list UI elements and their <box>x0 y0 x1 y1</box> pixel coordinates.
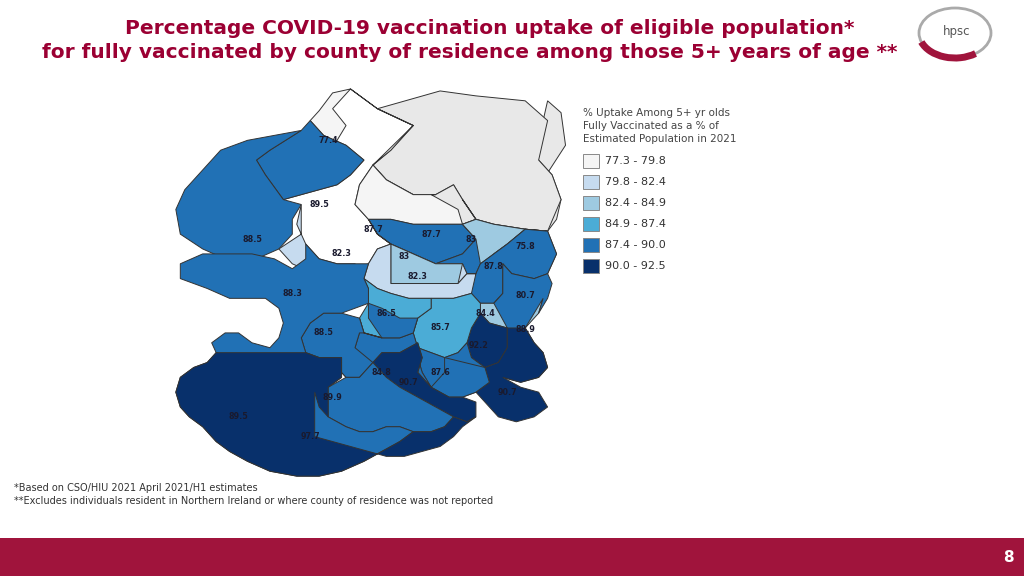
Text: 90.7: 90.7 <box>399 378 419 387</box>
Text: 87.7: 87.7 <box>421 230 441 238</box>
Text: 89.9: 89.9 <box>323 393 342 401</box>
Text: 83: 83 <box>466 234 477 244</box>
Bar <box>583 238 599 252</box>
Polygon shape <box>256 120 364 199</box>
Polygon shape <box>314 362 454 431</box>
Polygon shape <box>494 229 557 279</box>
Text: 80.7: 80.7 <box>515 291 536 300</box>
Polygon shape <box>494 101 565 231</box>
Text: 85.7: 85.7 <box>430 324 450 332</box>
Polygon shape <box>467 313 507 367</box>
Bar <box>583 217 599 231</box>
Text: 90.0 - 92.5: 90.0 - 92.5 <box>605 261 666 271</box>
Polygon shape <box>364 244 480 298</box>
Polygon shape <box>176 130 301 259</box>
Text: 87.6: 87.6 <box>430 368 450 377</box>
Text: 82.3: 82.3 <box>332 249 351 259</box>
Polygon shape <box>463 219 525 264</box>
Text: 83: 83 <box>398 252 410 262</box>
Polygon shape <box>503 264 535 293</box>
Bar <box>583 196 599 210</box>
Bar <box>583 154 599 168</box>
Polygon shape <box>494 264 552 382</box>
Text: 77.4: 77.4 <box>318 136 338 145</box>
Text: Percentage COVID-19 vaccination uptake of eligible population*: Percentage COVID-19 vaccination uptake o… <box>125 20 855 39</box>
Text: 84.8: 84.8 <box>372 368 392 377</box>
Polygon shape <box>476 328 548 422</box>
Text: 88.9: 88.9 <box>515 325 536 335</box>
Text: 92.2: 92.2 <box>469 341 488 350</box>
Bar <box>583 175 599 189</box>
Text: 89.5: 89.5 <box>228 412 249 422</box>
Polygon shape <box>373 91 561 231</box>
Polygon shape <box>373 343 476 422</box>
Polygon shape <box>355 165 476 224</box>
Text: 87.4 - 90.0: 87.4 - 90.0 <box>605 240 666 250</box>
Polygon shape <box>279 204 467 283</box>
Polygon shape <box>176 353 476 476</box>
Polygon shape <box>369 219 476 264</box>
Text: 84.9 - 87.4: 84.9 - 87.4 <box>605 219 666 229</box>
Text: *Based on CSO/HIU 2021 April 2021/H1 estimates: *Based on CSO/HIU 2021 April 2021/H1 est… <box>14 483 258 493</box>
Polygon shape <box>435 199 548 274</box>
Text: 79.8 - 82.4: 79.8 - 82.4 <box>605 177 666 187</box>
Text: 8: 8 <box>1002 550 1014 564</box>
Text: 77.3 - 79.8: 77.3 - 79.8 <box>605 156 666 166</box>
Text: 84.4: 84.4 <box>475 309 495 317</box>
Polygon shape <box>480 264 543 328</box>
Text: hpsc: hpsc <box>943 25 971 37</box>
Polygon shape <box>176 353 414 476</box>
Text: 87.8: 87.8 <box>484 262 504 271</box>
Text: 97.7: 97.7 <box>300 432 321 441</box>
Polygon shape <box>337 318 489 397</box>
Text: 75.8: 75.8 <box>515 242 536 252</box>
Polygon shape <box>301 304 418 377</box>
Polygon shape <box>418 343 489 397</box>
Bar <box>0 538 1024 576</box>
Polygon shape <box>359 279 431 338</box>
Polygon shape <box>180 244 369 377</box>
Text: 87.7: 87.7 <box>364 225 383 234</box>
Text: 86.5: 86.5 <box>377 309 396 317</box>
Text: 89.5: 89.5 <box>309 200 329 209</box>
Text: 90.7: 90.7 <box>498 388 517 397</box>
Text: 88.5: 88.5 <box>242 234 262 244</box>
Polygon shape <box>467 229 557 304</box>
Polygon shape <box>414 293 480 358</box>
Text: **Excludes individuals resident in Northern Ireland or where county of residence: **Excludes individuals resident in North… <box>14 496 494 506</box>
Text: 82.4 - 84.9: 82.4 - 84.9 <box>605 198 666 208</box>
Bar <box>583 259 599 273</box>
Text: for fully vaccinated by county of residence among those 5+ years of age **: for fully vaccinated by county of reside… <box>42 43 898 62</box>
Text: 82.3: 82.3 <box>408 272 428 281</box>
Text: 88.3: 88.3 <box>283 289 302 298</box>
Text: Fully Vaccinated as a % of: Fully Vaccinated as a % of <box>583 121 719 131</box>
Polygon shape <box>369 219 463 283</box>
Text: Estimated Population in 2021: Estimated Population in 2021 <box>583 134 736 144</box>
Text: 88.5: 88.5 <box>313 328 334 338</box>
Text: % Uptake Among 5+ yr olds: % Uptake Among 5+ yr olds <box>583 108 730 118</box>
Polygon shape <box>274 89 463 224</box>
